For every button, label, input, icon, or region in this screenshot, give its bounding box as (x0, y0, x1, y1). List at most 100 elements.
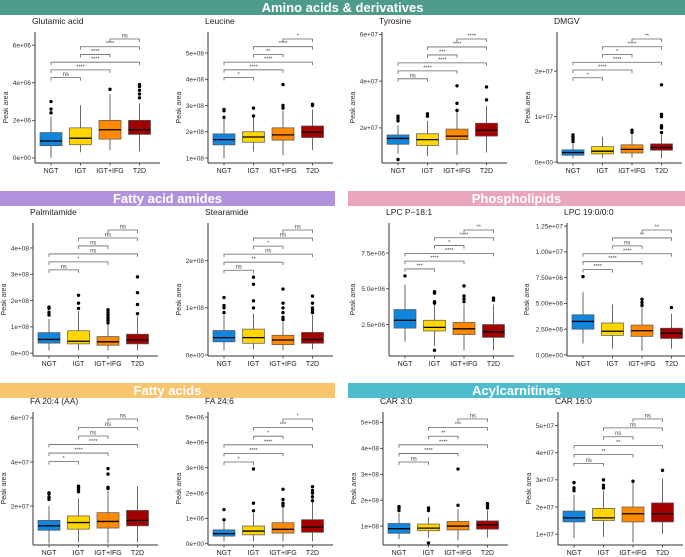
box-igt-ifg (452, 284, 476, 351)
box-igt (242, 467, 265, 542)
panel-stearamide: Stearamide 0e+00 1e+08 2e+08 Peak area NGT IGT… (176, 207, 333, 368)
box (301, 332, 324, 344)
box-t2d (482, 296, 505, 351)
panel-car-16-0: CAR 16:0 1e+07 2e+07 3e+07 4e+07 5e+07 Peak ar… (526, 396, 683, 557)
y-axis-label: Peak area (525, 91, 532, 123)
outlier-point (281, 106, 285, 110)
y-tick-label: 1.00e+07 (536, 249, 564, 256)
x-tick-label: T2D (480, 168, 493, 175)
significance-bracket (456, 38, 487, 42)
significance-bracket (573, 462, 604, 467)
significance-bracket (48, 444, 138, 448)
x-tick-label: IGT+IFG (96, 168, 123, 175)
outlier-point (456, 503, 460, 508)
outlier-point (281, 310, 285, 315)
section-header-phospholipids: Phospholipids (348, 191, 685, 206)
box-igt (416, 112, 439, 156)
significance-bracket (434, 245, 465, 249)
significance-bracket (50, 69, 111, 73)
x-tick-label: IGT+IFG (269, 168, 296, 175)
significance-label: ns (470, 414, 476, 420)
y-tick-label: 0e+00 (186, 541, 205, 548)
x-tick-label: NGT (42, 361, 58, 368)
significance-label: ** (251, 257, 256, 263)
significance-bracket (572, 77, 603, 81)
outlier-point (426, 508, 431, 513)
box (423, 319, 446, 332)
panel-title: FA 20:4 (AA) (30, 396, 78, 406)
significance-label: ns (105, 422, 111, 428)
significance-bracket (573, 454, 634, 458)
box-ngt (387, 504, 411, 540)
x-tick-label: T2D (131, 361, 144, 368)
significance-bracket (282, 229, 313, 233)
outlier-point (137, 82, 142, 87)
box-ngt (37, 491, 61, 544)
outlier-point (426, 541, 431, 545)
box-t2d (650, 83, 673, 159)
significance-label: **** (264, 439, 273, 445)
y-tick-label: 4e+08 (11, 245, 30, 252)
outlier-point (630, 128, 634, 132)
outlier-point (396, 116, 400, 121)
y-tick-label: 4e+07 (360, 78, 379, 85)
significance-label: ns (645, 414, 651, 420)
x-tick-label: IGT+IFG (94, 361, 121, 368)
y-tick-label: 5.00e+06 (536, 301, 564, 308)
y-tick-label: 2e+07 (11, 503, 30, 510)
box-igt (601, 304, 624, 349)
significance-label: *** (455, 422, 462, 428)
x-tick-label: IGT (248, 361, 260, 368)
outlier-point (222, 306, 226, 310)
significance-label: ns (295, 225, 301, 231)
x-tick-label: T2D (656, 550, 669, 557)
y-tick-label: 1e+08 (11, 324, 30, 331)
box-igt (242, 275, 265, 350)
panel-title: Leucine (205, 16, 235, 26)
box-t2d (128, 82, 151, 152)
y-tick-label: 1e+06 (186, 516, 205, 523)
outlier-point (310, 294, 315, 298)
x-tick-label: NGT (42, 550, 58, 557)
significance-label: **** (608, 256, 617, 262)
significance-bracket (223, 253, 313, 258)
significance-bracket (398, 461, 429, 466)
y-tick-label: 0.00e+00 (536, 352, 564, 359)
x-tick-label: IGT (423, 550, 435, 557)
significance-bracket (282, 418, 313, 422)
significance-bracket (404, 268, 435, 272)
outlier-point (49, 107, 53, 111)
box-ngt (37, 305, 61, 351)
x-tick-label: NGT (392, 550, 408, 557)
outlier-point (76, 306, 81, 311)
outlier-point (47, 310, 51, 315)
significance-bracket (573, 445, 663, 449)
x-tick-label: IGT (75, 168, 87, 175)
panel-dmgv: DMGV 0e+00 1e+07 2e+07 Peak area NGT IGT IGT+IF… (525, 16, 682, 175)
outlier-point (601, 486, 606, 490)
significance-label: ns (120, 225, 126, 231)
outlier-point (135, 302, 140, 307)
y-tick-label: 0e+00 (186, 352, 205, 359)
outlier-point (76, 293, 81, 297)
significance-label: ** (645, 34, 650, 40)
y-axis-label: Peak area (176, 472, 183, 504)
significance-bracket (398, 444, 488, 448)
significance-bracket (50, 61, 140, 66)
outlier-point (281, 317, 285, 322)
outlier-point (485, 506, 490, 510)
y-axis-label: Peak area (3, 91, 10, 123)
x-tick-label: NGT (217, 361, 233, 368)
box-igt-ifg (446, 467, 470, 541)
outlier-point (281, 287, 285, 291)
significance-bracket (398, 453, 459, 457)
x-tick-label: T2D (306, 361, 319, 368)
x-tick-label: IGT+IFG (94, 550, 121, 557)
panel-title: LPC 19:0/0:0 (564, 207, 614, 217)
significance-label: *** (439, 49, 446, 55)
x-tick-label: T2D (306, 168, 319, 175)
panel-title: Palmitamide (30, 207, 77, 217)
y-tick-label: 2.50e+06 (536, 326, 564, 333)
